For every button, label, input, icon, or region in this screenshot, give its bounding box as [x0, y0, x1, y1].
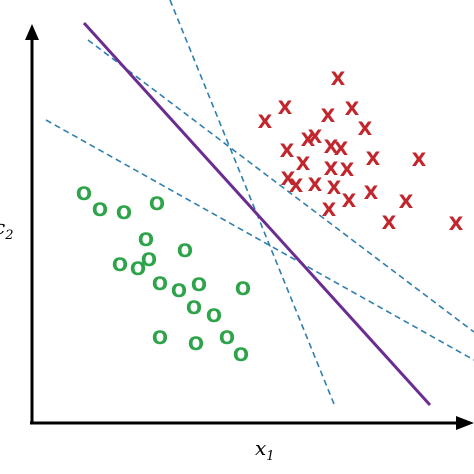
dashed-line-lower — [45, 119, 474, 361]
class-b-marker: O — [235, 278, 251, 300]
class-a-marker: X — [342, 190, 357, 212]
class-b-marker: O — [130, 258, 146, 280]
class-a-marker: X — [382, 212, 397, 234]
class-b-marker: O — [116, 202, 132, 224]
class-b-marker: O — [177, 240, 193, 262]
class-a-marker: X — [327, 177, 342, 199]
class-a-marker: X — [280, 140, 295, 162]
class-a-marker: X — [258, 111, 273, 133]
class-b-marker: O — [188, 333, 204, 355]
class-a-marker: X — [412, 149, 427, 171]
x-axis-label-subscript: 1 — [266, 449, 274, 464]
class-b-marker: O — [171, 280, 187, 302]
y-axis-label-main: c — [0, 215, 5, 239]
class-a-marker: X — [289, 175, 304, 197]
class-b-marker: O — [92, 199, 108, 221]
class-a-marker: X — [334, 138, 349, 160]
x-axis-arrow-icon — [456, 416, 474, 430]
solid-decision-boundary — [82, 21, 432, 407]
class-b-marker: O — [138, 229, 154, 251]
class-a-marker: X — [324, 158, 339, 180]
class-a-marker: X — [449, 213, 464, 235]
class-b-marker: O — [206, 305, 222, 327]
axes — [25, 24, 474, 430]
dashed-boundaries — [45, 0, 474, 405]
class-b-marker: O — [149, 193, 165, 215]
class-a-marker: X — [345, 98, 360, 120]
class-b-marker: O — [152, 273, 168, 295]
class-b-marker: O — [191, 274, 207, 296]
class-a-marker: X — [301, 129, 316, 151]
class-a-marker: X — [308, 174, 323, 196]
x-axis-label-main: x — [255, 436, 266, 460]
class-a-marker: X — [399, 191, 414, 213]
class-a-marker: X — [322, 199, 337, 221]
class-a-marker: X — [324, 136, 339, 158]
dashed-line-steep — [169, 0, 335, 405]
class-a-marker: X — [366, 148, 381, 170]
class-b-marker: O — [219, 327, 235, 349]
class-a-marker: X — [358, 118, 373, 140]
class-a-marker: X — [331, 68, 346, 90]
class-a-marker: X — [364, 182, 379, 204]
class-b-marker: O — [152, 327, 168, 349]
dashed-line-upper — [87, 39, 474, 333]
class-b-marker: O — [186, 297, 202, 319]
class-b-marker: O — [233, 344, 249, 366]
y-axis-arrow-icon — [25, 24, 39, 40]
y-axis-label: c2 — [0, 215, 13, 243]
y-axis-label-subscript: 2 — [4, 228, 13, 243]
class-b-marker: O — [141, 249, 157, 271]
x-axis-label: x1 — [255, 436, 275, 464]
class-a-marker: X — [340, 159, 355, 181]
class-b-marker: O — [76, 183, 92, 205]
class-a-marker: X — [321, 105, 336, 127]
class-a-marker: X — [296, 153, 311, 175]
class-a-marker: X — [308, 126, 323, 148]
class-a-marker: X — [278, 97, 293, 119]
class-a-marker: X — [281, 168, 296, 190]
class-b-marker: O — [112, 254, 128, 276]
